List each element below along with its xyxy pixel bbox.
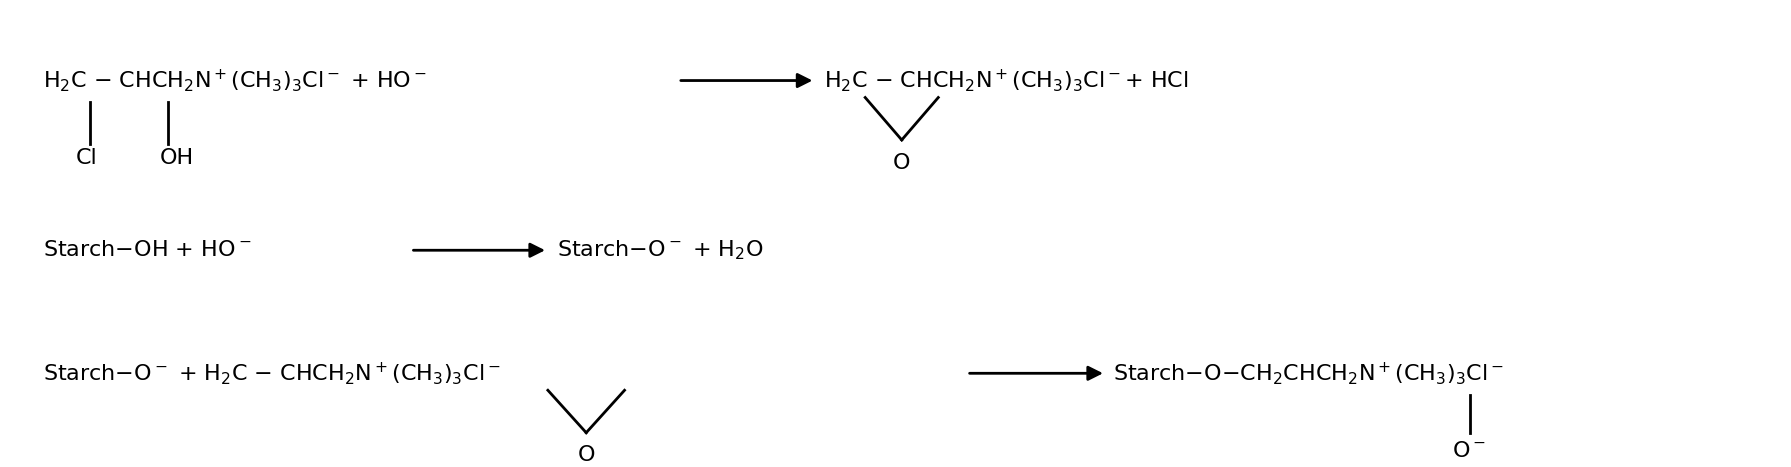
Text: H$_2$C $-$ CHCH$_2$N$^+$(CH$_3$)$_3$Cl$^-$+ HCl: H$_2$C $-$ CHCH$_2$N$^+$(CH$_3$)$_3$Cl$^… <box>824 67 1189 94</box>
Text: OH: OH <box>159 149 193 169</box>
Text: O$^-$: O$^-$ <box>1453 441 1487 461</box>
Text: Starch$-$O$^-$ + H$_2$O: Starch$-$O$^-$ + H$_2$O <box>557 239 763 262</box>
Text: Cl: Cl <box>75 149 97 169</box>
Text: H$_2$C $-$ CHCH$_2$N$^+$(CH$_3$)$_3$Cl$^-$ + HO$^-$: H$_2$C $-$ CHCH$_2$N$^+$(CH$_3$)$_3$Cl$^… <box>43 67 428 94</box>
Text: O: O <box>894 153 910 173</box>
Text: Starch$-$O$^-$ + H$_2$C $-$ CHCH$_2$N$^+$(CH$_3$)$_3$Cl$^-$: Starch$-$O$^-$ + H$_2$C $-$ CHCH$_2$N$^+… <box>43 360 501 387</box>
Text: Starch$-$O$-$CH$_2$CHCH$_2$N$^+$(CH$_3$)$_3$Cl$^-$: Starch$-$O$-$CH$_2$CHCH$_2$N$^+$(CH$_3$)… <box>1112 360 1504 387</box>
Text: O: O <box>577 446 595 466</box>
Text: Starch$-$OH + HO$^-$: Starch$-$OH + HO$^-$ <box>43 240 253 260</box>
